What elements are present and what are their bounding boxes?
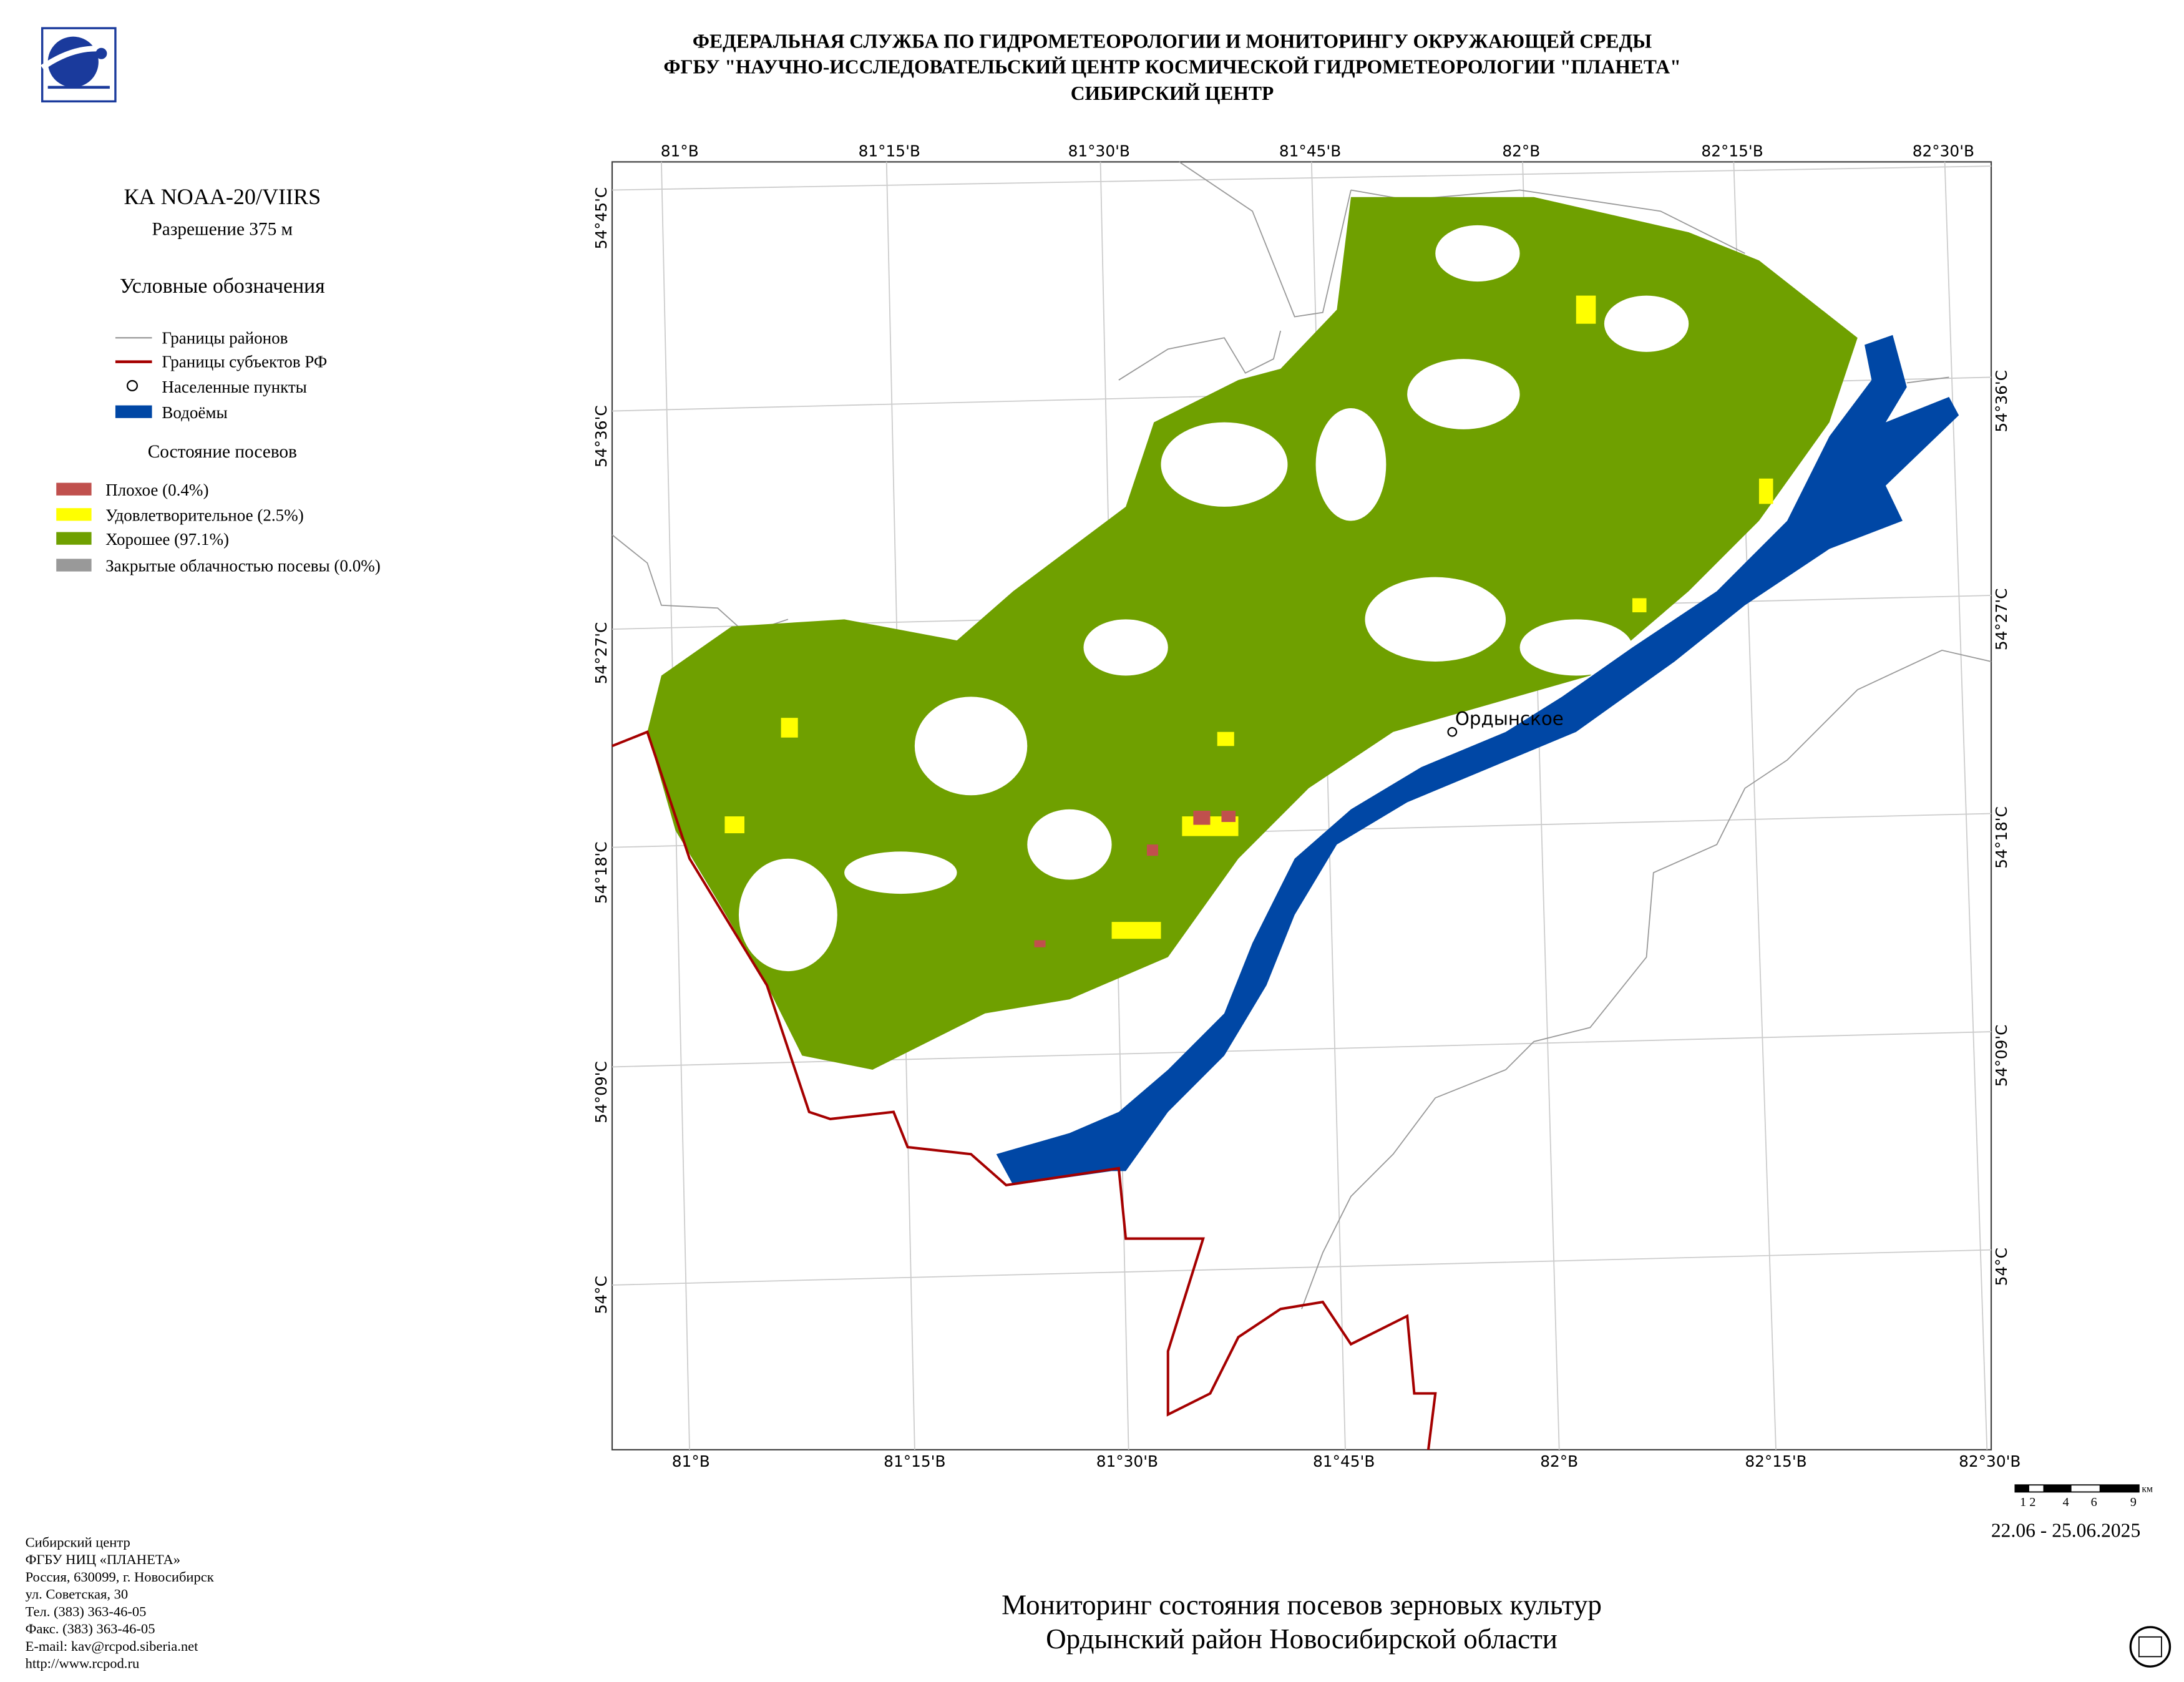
lat-label: 54°18'С xyxy=(1992,806,2011,869)
resolution: Разрешение 375 м xyxy=(152,220,293,240)
water xyxy=(996,335,1959,1185)
scale-label: 4 xyxy=(2062,1495,2069,1509)
lon-label: 81°15'В xyxy=(884,1452,945,1470)
contact-line: ул. Советская, 30 xyxy=(26,1587,129,1602)
lon-label: 82°15'В xyxy=(1745,1452,1806,1470)
map-frame: Ордынское xyxy=(611,161,1992,1450)
scale-label: 9 xyxy=(2130,1495,2137,1509)
lat-label: 54°27'С xyxy=(1992,588,2011,650)
scale-label: 6 xyxy=(2091,1495,2097,1509)
contact-line: http://www.rcpod.ru xyxy=(26,1656,140,1671)
contact-line: ФГБУ НИЦ «ПЛАНЕТА» xyxy=(26,1552,180,1567)
legend-title: Условные обозначения xyxy=(120,275,325,298)
bottom-title: Мониторинг состояния посевов зерновых ку… xyxy=(1002,1590,1602,1621)
lat-label: 54°09'С xyxy=(1992,1025,2011,1087)
lat-label: 54°27'С xyxy=(592,622,610,685)
scale-bar xyxy=(2014,1484,2140,1493)
bottom-title: Ордынский район Новосибирской области xyxy=(1046,1623,1558,1655)
legend xyxy=(56,337,152,572)
lon-label: 81°45'В xyxy=(1279,142,1341,160)
lat-label: 54°36'С xyxy=(1992,370,2011,433)
contact-line: Россия, 630099, г. Новосибирск xyxy=(26,1569,214,1585)
contact-line: Сибирский центр xyxy=(26,1534,130,1550)
crop-title: Состояние посевов xyxy=(148,442,297,462)
settlement-label: Ордынское xyxy=(1455,708,1564,729)
crop-legend-label: Хорошее (97.1%) xyxy=(105,530,229,549)
contact-line: E-mail: kav@rcpod.siberia.net xyxy=(26,1638,199,1654)
crop-good xyxy=(647,197,1858,1070)
lon-label: 82°30'В xyxy=(1913,142,1974,160)
crop-legend-label: Закрытые облачностью посевы (0.0%) xyxy=(105,557,381,575)
lon-label: 82°15'В xyxy=(1701,142,1763,160)
settlement-marker xyxy=(1447,726,1458,737)
crop-poor xyxy=(1034,811,1236,947)
lat-label: 54°36'С xyxy=(592,405,610,467)
satellite: КА NOAA-20/VIIRS xyxy=(124,184,321,209)
logo xyxy=(41,27,117,103)
lon-label: 81°В xyxy=(661,142,699,160)
lon-label: 81°В xyxy=(672,1452,710,1470)
crop-gaps xyxy=(738,225,1689,972)
lat-label: 54°С xyxy=(1992,1248,2011,1286)
legend-label: Водоёмы xyxy=(162,403,227,422)
region-border xyxy=(612,730,1437,1450)
date: 22.06 - 25.06.2025 xyxy=(1991,1520,2140,1542)
scale-unit: км xyxy=(2142,1484,2153,1495)
legend-label: Границы субъектов РФ xyxy=(162,353,327,371)
lat-label: 54°09'С xyxy=(592,1061,610,1123)
contact-line: Тел. (383) 363-46-05 xyxy=(26,1603,147,1619)
header-line: ФЕДЕРАЛЬНАЯ СЛУЖБА ПО ГИДРОМЕТЕОРОЛОГИИ … xyxy=(693,31,1652,52)
legend-label: Границы районов xyxy=(162,328,288,347)
lon-label: 81°30'В xyxy=(1096,1452,1158,1470)
lon-label: 81°15'В xyxy=(859,142,920,160)
contact-line: Факс. (383) 363-46-05 xyxy=(26,1621,155,1636)
lat-label: 54°18'С xyxy=(592,841,610,904)
lon-label: 82°30'В xyxy=(1959,1452,2021,1470)
legend-label: Населенные пункты xyxy=(162,378,307,396)
lon-label: 82°В xyxy=(1540,1452,1578,1470)
lat-label: 54°С xyxy=(592,1276,610,1314)
header-line: ФГБУ "НАУЧНО-ИССЛЕДОВАТЕЛЬСКИЙ ЦЕНТР КОС… xyxy=(663,56,1680,77)
lat-label: 54°45'С xyxy=(592,187,610,250)
lon-label: 82°В xyxy=(1502,142,1540,160)
header-line: СИБИРСКИЙ ЦЕНТР xyxy=(1071,82,1274,104)
lon-label: 81°30'В xyxy=(1068,142,1130,160)
crop-legend-label: Удовлетворительное (2.5%) xyxy=(105,506,304,524)
lon-label: 81°45'В xyxy=(1313,1452,1375,1470)
scale-label: 1 2 xyxy=(2020,1495,2035,1509)
iso-logo xyxy=(2129,1626,2172,1668)
crop-legend-label: Плохое (0.4%) xyxy=(105,481,208,499)
